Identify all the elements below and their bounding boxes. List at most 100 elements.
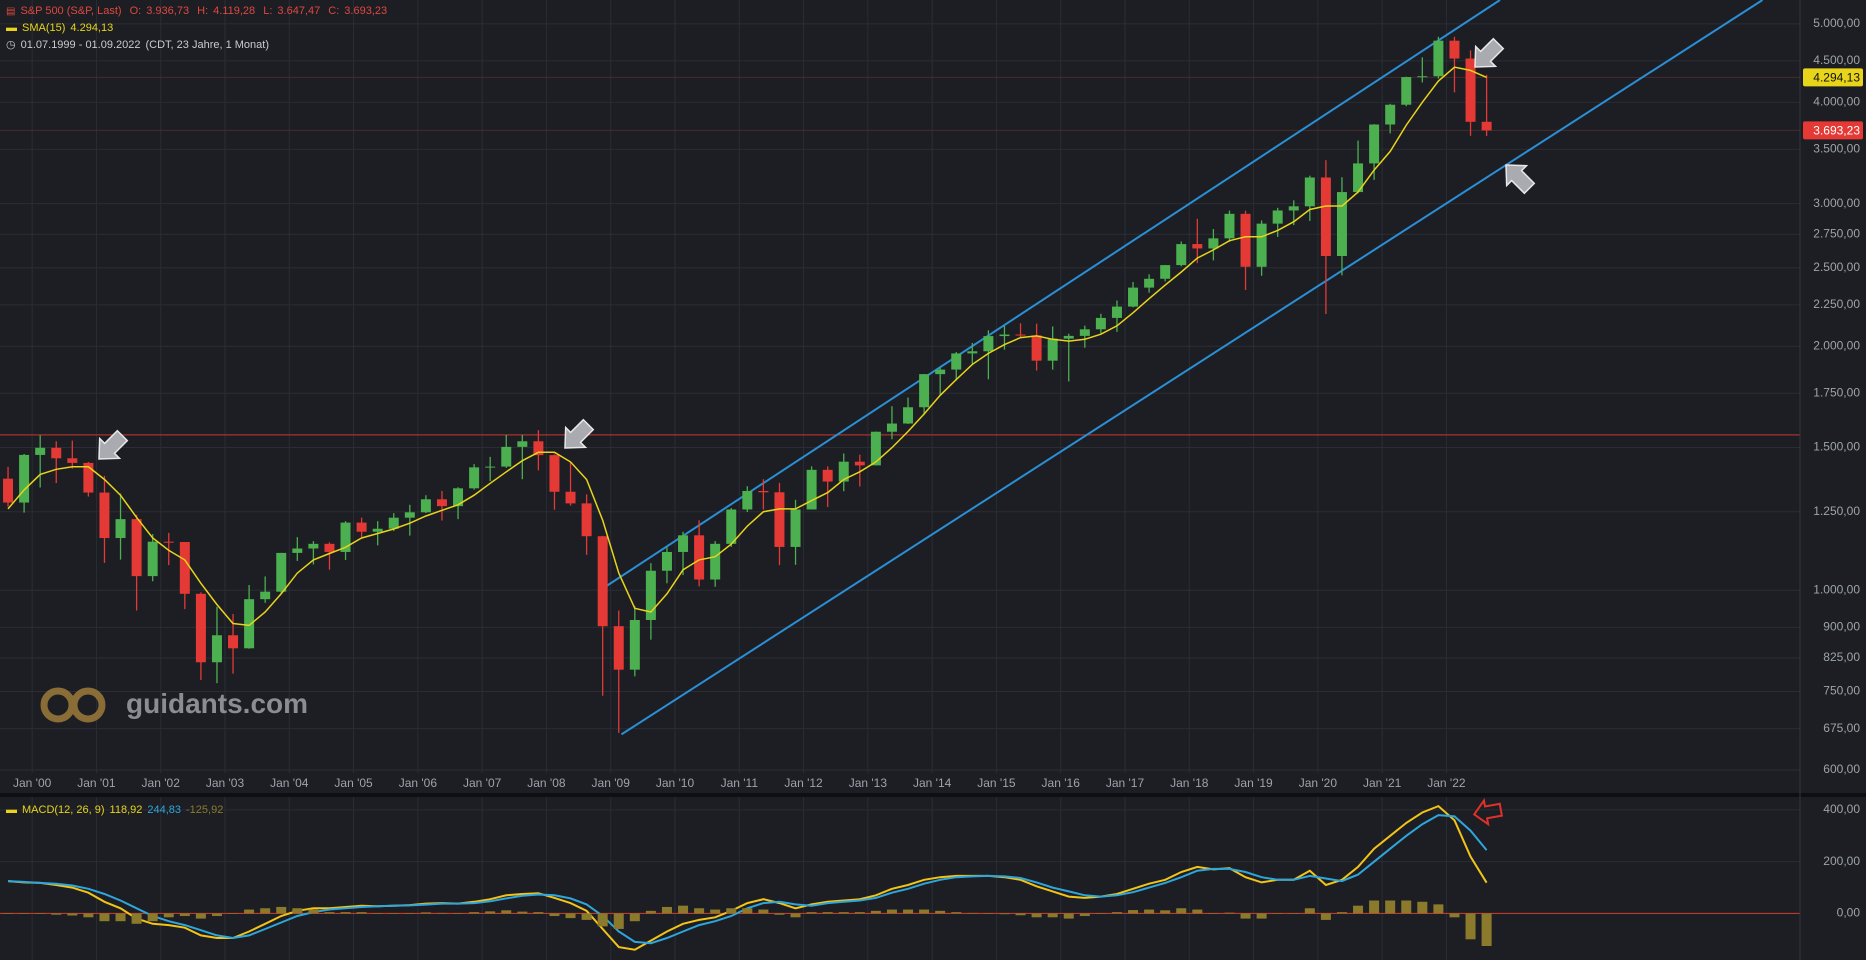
histogram-bar [308,909,319,914]
candle-body [822,469,833,482]
histogram-bar [838,912,849,914]
quote-value: 3.936,73 [146,5,190,17]
watermark-logo [40,687,106,723]
histogram-bar [1256,913,1267,919]
histogram-bar [1353,905,1364,914]
histogram-bar [404,913,415,914]
candle-body [115,519,126,539]
candle-body [629,619,640,670]
histogram-bar [613,913,624,929]
x-tick-label: Jan '19 [1234,776,1273,790]
candle-body [1481,121,1492,131]
y-tick-label: 600,00 [1823,762,1860,776]
candle-body [195,593,206,663]
candle-body [1401,77,1412,105]
histogram-bar [1320,913,1331,920]
candle-body [1063,335,1074,339]
histogram-bar [1465,913,1476,940]
candle-body [67,458,78,463]
histogram-bar [1031,913,1042,918]
candle-body [1047,338,1058,361]
y-tick-label: 675,00 [1823,721,1860,735]
histogram-bar [1144,909,1155,914]
price-marker [1803,121,1863,140]
histogram-bar [420,912,431,914]
candle-body [1256,223,1267,267]
candle-body [324,543,335,552]
candle-body [372,528,383,532]
y-tick-label: 2.750,00 [1813,226,1860,240]
quote-key: H: [197,5,209,17]
histogram-bar [324,912,335,914]
histogram-bar [549,913,560,917]
candle-body [260,591,271,600]
legend-value: 118,92 [109,804,143,816]
histogram-bar [99,913,110,922]
arrow [1505,164,1536,195]
histogram-bar [726,908,737,914]
legend-value: 4.294,13 [70,22,114,34]
histogram-bar [886,909,897,914]
legend-label: SMA(15) [22,22,66,34]
histogram-bar [147,913,158,922]
candle-body [35,447,46,455]
x-tick-label: Jan '03 [206,776,245,790]
candle-body [1465,58,1476,122]
y-tick-label: 1.750,00 [1813,385,1860,399]
price-marker-label: 3.693,23 [1813,124,1860,138]
histogram-bar [83,913,94,918]
histogram-bar [501,910,512,914]
histogram-bar [597,913,608,927]
candle-body [549,455,560,492]
candle-body [131,519,142,577]
histogram-bar [517,911,528,914]
histogram-bar [565,913,576,919]
histogram-bar [710,909,721,914]
range-note: (CDT, 23 Jahre, 1 Monat) [145,39,270,51]
x-tick-label: Jan '20 [1299,776,1338,790]
candle-body [1144,278,1155,288]
x-tick-label: Jan '10 [656,776,695,790]
histogram-bar [276,906,287,914]
candle-body [870,431,881,466]
histogram-bar [485,911,496,914]
histogram-bar [1047,913,1058,918]
candle-body [1353,163,1364,193]
x-tick-label: Jan '06 [399,776,438,790]
y-tick-label: 1.000,00 [1813,582,1860,596]
quote-legend: ▤ S&P 500 (S&P, Last) O: 3.936,73 H: 4.119,… [6,5,392,17]
candle-body [1449,40,1460,59]
histogram-bar [1417,901,1428,914]
y-tick-label: 400,00 [1823,802,1860,816]
y-tick-label: 1.250,00 [1813,504,1860,518]
sma-legend: ▬ SMA(15) 4.294,13 [6,22,118,34]
candle-body [244,599,255,649]
annotation-arrows [98,37,1536,460]
histogram-bar [1240,913,1251,919]
histogram-bar [67,913,78,916]
x-tick-label: Jan '04 [270,776,309,790]
histogram-bar [469,912,480,914]
candle-body [453,488,464,507]
candle-body [292,548,303,553]
histogram-bar [678,905,689,914]
y-tick-label: 900,00 [1823,620,1860,634]
histogram-bar [1176,908,1187,914]
candle-body [1031,335,1042,361]
macd-arrow [1472,797,1504,827]
histogram-bar [1336,912,1347,914]
candle-body [951,353,962,370]
histogram-bar [1192,909,1203,914]
quote-name: S&P 500 (S&P, Last) [20,5,122,17]
quote-icon: ▤ [6,6,16,17]
arrow [98,429,129,460]
candle-body [903,407,914,424]
candle-body [678,535,689,552]
x-tick-label: Jan '12 [784,776,823,790]
panel-separator [0,793,1866,797]
histogram-bar [163,913,174,918]
histogram-bar [533,912,544,914]
price-marker [1803,68,1863,87]
